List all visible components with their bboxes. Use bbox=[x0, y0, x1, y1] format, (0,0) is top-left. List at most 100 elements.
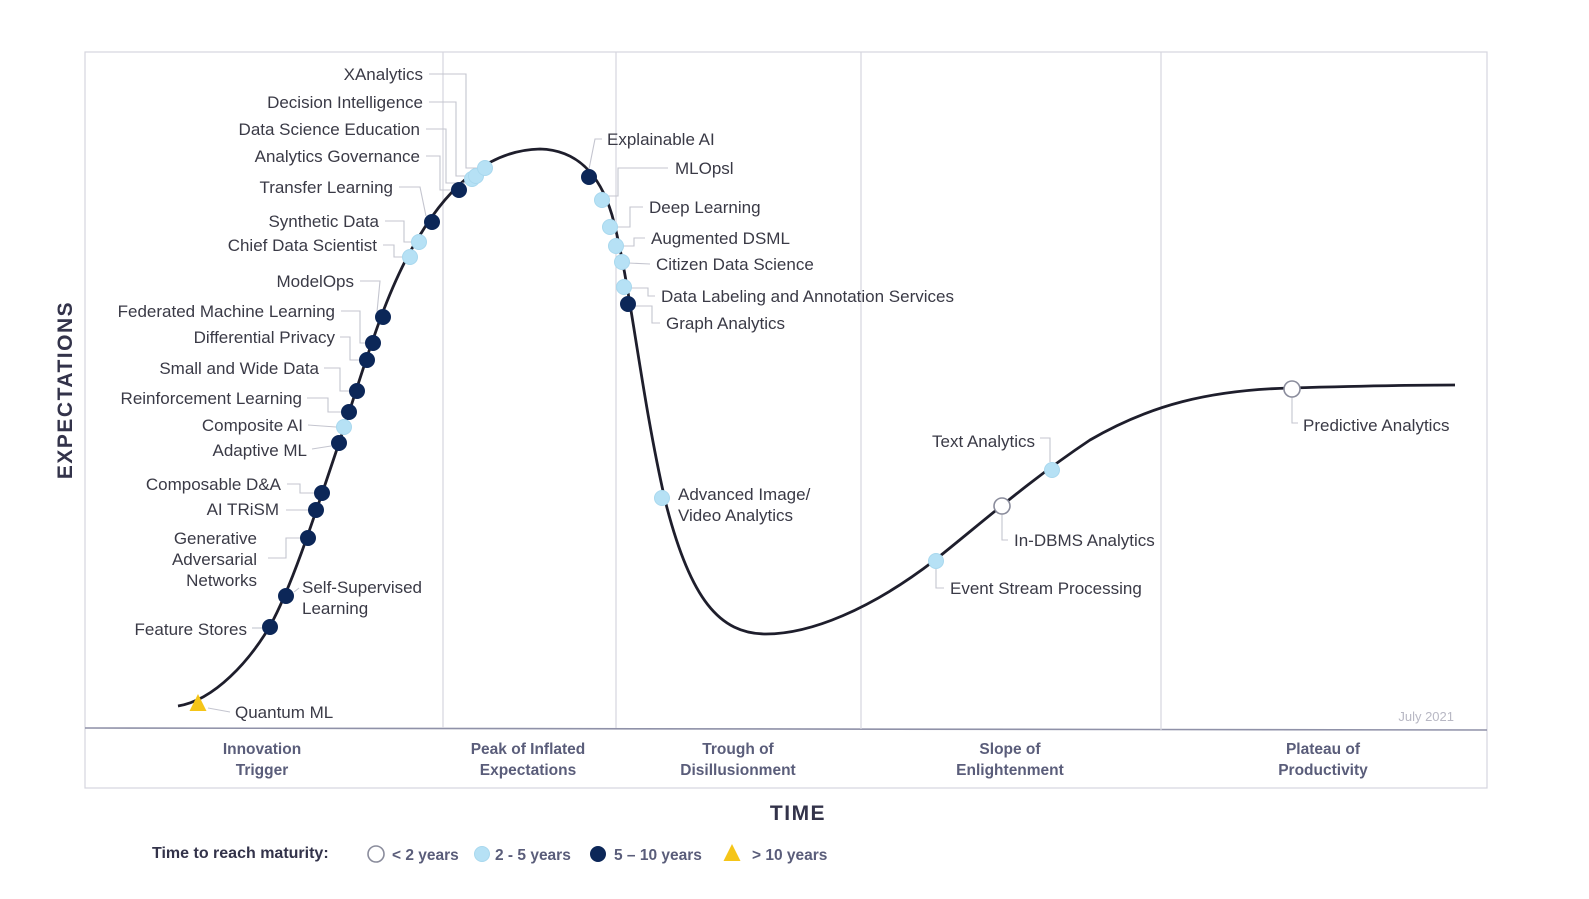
event-stream-processing-label: Event Stream Processing bbox=[950, 579, 1142, 598]
composable-da-leader bbox=[287, 483, 314, 494]
legend-5to10-marker bbox=[590, 846, 606, 862]
chief-data-scientist-label-line: Chief Data Scientist bbox=[228, 236, 378, 255]
chief-data-scientist-marker bbox=[402, 249, 418, 265]
augmented-dsml-label-line: Augmented DSML bbox=[651, 229, 790, 248]
generative-adversarial-networks-leader bbox=[268, 537, 300, 559]
legend-2to5-label: 2 - 5 years bbox=[495, 847, 571, 864]
modelops-leader bbox=[360, 280, 381, 313]
xanalytics-label-line: XAnalytics bbox=[344, 65, 423, 84]
explainable-ai-label-line: Explainable AI bbox=[607, 130, 715, 149]
event-stream-processing-label-line: Event Stream Processing bbox=[950, 579, 1142, 598]
generative-adversarial-networks-label: Generative Adversarial Networks bbox=[172, 529, 257, 590]
deep-learning-leader bbox=[616, 206, 643, 228]
generative-adversarial-networks-label-line: Adversarial bbox=[172, 550, 257, 569]
analytics-governance-label-line: Analytics Governance bbox=[255, 147, 420, 166]
advanced-image-video-analytics-label: Advanced Image/Video Analytics bbox=[678, 485, 811, 525]
graph-analytics-label: Graph Analytics bbox=[666, 314, 785, 333]
date-label: July 2021 bbox=[1398, 709, 1454, 724]
in-dbms-analytics-leader bbox=[1001, 514, 1008, 541]
differential-privacy-label-line: Differential Privacy bbox=[194, 328, 336, 347]
legend-2to5-marker bbox=[474, 846, 490, 862]
adaptive-ml-label: Adaptive ML bbox=[213, 441, 308, 460]
leader-lines bbox=[207, 73, 1298, 713]
event-stream-processing-marker bbox=[928, 553, 944, 569]
composite-ai-marker bbox=[336, 419, 352, 435]
federated-machine-learning-label: Federated Machine Learning bbox=[118, 302, 335, 321]
citizen-data-science-marker bbox=[614, 254, 630, 270]
text-analytics-label: Text Analytics bbox=[932, 432, 1035, 451]
feature-stores-label: Feature Stores bbox=[135, 620, 247, 639]
text-analytics-leader bbox=[1040, 437, 1051, 462]
decision-intelligence-leader bbox=[429, 101, 470, 177]
small-and-wide-data-marker bbox=[349, 383, 365, 399]
reinforcement-learning-marker bbox=[341, 404, 357, 420]
differential-privacy-marker bbox=[359, 352, 375, 368]
advanced-image-video-analytics-marker bbox=[654, 490, 670, 506]
small-and-wide-data-leader bbox=[324, 367, 349, 392]
modelops-label-line: ModelOps bbox=[277, 272, 354, 291]
predictive-analytics-marker bbox=[1283, 380, 1301, 398]
chief-data-scientist-leader bbox=[383, 244, 402, 258]
explainable-ai-marker bbox=[581, 169, 597, 185]
composite-ai-label-line: Composite AI bbox=[202, 416, 303, 435]
phase-trough: Trough of Disillusionment bbox=[680, 741, 795, 779]
phase-trough-line: Trough of bbox=[702, 741, 774, 758]
legend-lt2-label: < 2 years bbox=[392, 847, 459, 864]
phase-innovation-trigger-line: Innovation bbox=[223, 741, 301, 758]
in-dbms-analytics-label: In-DBMS Analytics bbox=[1014, 531, 1155, 550]
citizen-data-science-leader bbox=[627, 262, 651, 265]
data-labeling-and-annotation-services-label: Data Labeling and Annotation Services bbox=[661, 287, 954, 306]
xanalytics-leader bbox=[429, 73, 479, 169]
generative-adversarial-networks-label-line: Networks bbox=[186, 571, 257, 590]
self-supervised-learning-label-line: Self-Supervised bbox=[302, 578, 422, 597]
legend-gt10-marker bbox=[723, 844, 741, 861]
deep-learning-label: Deep Learning bbox=[649, 198, 761, 217]
synthetic-data-label-line: Synthetic Data bbox=[268, 212, 379, 231]
reinforcement-learning-label-line: Reinforcement Learning bbox=[121, 389, 302, 408]
data-science-education-label: Data Science Education bbox=[239, 120, 420, 139]
self-supervised-learning-leader bbox=[293, 587, 300, 593]
predictive-analytics-leader bbox=[1291, 397, 1298, 424]
phase-labels: Innovation Trigger Peak of Inflated Expecta… bbox=[223, 741, 1368, 779]
generative-adversarial-networks-marker bbox=[300, 530, 316, 546]
modelops-marker bbox=[375, 309, 391, 325]
small-and-wide-data-label: Small and Wide Data bbox=[159, 359, 319, 378]
adaptive-ml-marker bbox=[331, 435, 347, 451]
adaptive-ml-leader bbox=[311, 445, 332, 450]
graph-analytics-marker bbox=[620, 296, 636, 312]
text-analytics-label-line: Text Analytics bbox=[932, 432, 1035, 451]
small-and-wide-data-label-line: Small and Wide Data bbox=[159, 359, 319, 378]
phase-plateau: Plateau of Productivity bbox=[1278, 741, 1368, 779]
graph-analytics-label-line: Graph Analytics bbox=[666, 314, 785, 333]
phase-plateau-line: Plateau of bbox=[1286, 741, 1361, 758]
composite-ai-label: Composite AI bbox=[202, 416, 303, 435]
predictive-analytics-label-line: Predictive Analytics bbox=[1303, 416, 1449, 435]
ai-trism-label-line: AI TRiSM bbox=[207, 500, 279, 519]
synthetic-data-marker bbox=[411, 234, 427, 250]
augmented-dsml-leader bbox=[622, 237, 645, 247]
baseline bbox=[84, 727, 1488, 731]
data-labeling-and-annotation-services-label-line: Data Labeling and Annotation Services bbox=[661, 287, 954, 306]
composable-da-marker bbox=[314, 485, 330, 501]
mlops-label-line: MLOpsl bbox=[675, 159, 734, 178]
deep-learning-marker bbox=[602, 219, 618, 235]
quantum-ml-label-line: Quantum ML bbox=[235, 703, 333, 722]
modelops-label: ModelOps bbox=[277, 272, 354, 291]
ai-trism-label: AI TRiSM bbox=[207, 500, 279, 519]
quantum-ml-marker bbox=[189, 694, 207, 711]
graph-analytics-leader bbox=[634, 305, 660, 324]
transfer-learning-label: Transfer Learning bbox=[259, 178, 393, 197]
phase-peak: Peak of Inflated Expectations bbox=[471, 741, 586, 779]
phase-trough-line: Disillusionment bbox=[680, 762, 795, 779]
self-supervised-learning-label-line: Learning bbox=[302, 599, 368, 618]
synthetic-data-leader bbox=[385, 220, 411, 243]
citizen-data-science-label-line: Citizen Data Science bbox=[656, 255, 814, 274]
explainable-ai-leader bbox=[588, 138, 602, 170]
x-axis-label: TIME bbox=[770, 802, 826, 825]
reinforcement-learning-leader bbox=[307, 397, 341, 413]
ai-trism-marker bbox=[308, 502, 324, 518]
feature-stores-label-line: Feature Stores bbox=[135, 620, 247, 639]
technology-labels: Quantum ML Feature Stores Self-Supervised L… bbox=[118, 65, 1450, 722]
federated-machine-learning-leader bbox=[341, 310, 365, 344]
